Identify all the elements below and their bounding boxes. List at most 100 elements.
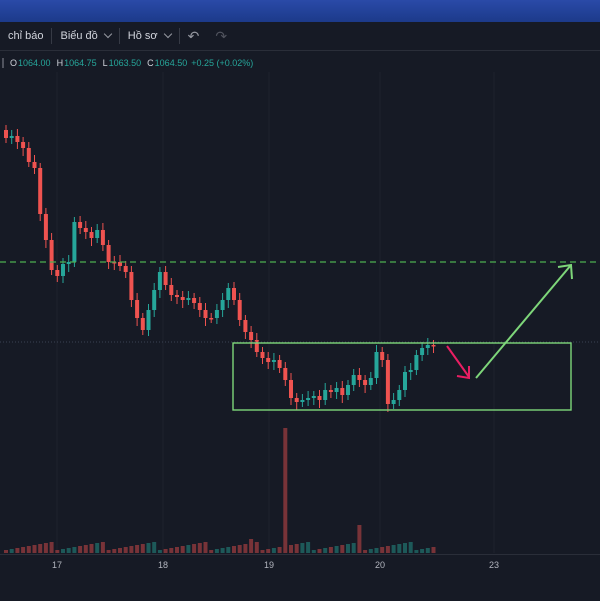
volume-bar (123, 547, 128, 553)
candle-body (135, 300, 140, 318)
volume-bar (192, 544, 197, 553)
candle-body (260, 352, 265, 358)
candle-body (226, 288, 231, 300)
low-label: L (102, 58, 108, 68)
candle-body (271, 360, 276, 362)
volume-bar (385, 546, 390, 553)
volume-bar (163, 549, 168, 553)
candle-body (72, 222, 77, 262)
time-tick-label: 18 (157, 560, 169, 570)
down-arrow[interactable] (446, 345, 470, 380)
candle-body (55, 270, 60, 276)
volume-bar (368, 549, 373, 553)
candle-body (152, 290, 157, 310)
time-axis[interactable]: 17 18 19 20 23 (0, 554, 600, 601)
volume-bar (243, 544, 248, 553)
candle-body (186, 298, 191, 300)
candle-body (100, 230, 105, 245)
candle-body (26, 148, 31, 162)
close-label: C (147, 58, 154, 68)
volume-bar (38, 544, 43, 553)
candle-body (403, 372, 407, 390)
volume-bar (334, 546, 339, 553)
candle-body (249, 332, 254, 340)
candle-body (254, 340, 259, 352)
high-label: H (56, 58, 64, 68)
legend-marker (2, 58, 4, 68)
candle-body (431, 345, 436, 347)
candle-body (192, 298, 197, 303)
volume-bar (260, 550, 265, 553)
volume-bar (43, 543, 48, 553)
indicators-button[interactable]: chỉ báo (0, 22, 51, 50)
candle-body (66, 262, 71, 264)
volume-bar (118, 548, 122, 553)
candle-body (106, 245, 111, 262)
candle-body (351, 375, 356, 385)
time-tick-label: 20 (374, 560, 386, 570)
change-value: +0.25 (+0.02%) (191, 58, 254, 68)
volume-bar (89, 544, 94, 553)
volume-bar (209, 550, 214, 553)
candle-body (146, 310, 151, 330)
chart-type-button[interactable]: Biểu đồ (52, 22, 118, 50)
candle-body (237, 300, 242, 320)
volume-bar (32, 545, 37, 553)
candle-body (408, 370, 413, 372)
volume-bar (271, 548, 276, 553)
volume-bar (100, 542, 105, 553)
candle-body (140, 318, 145, 330)
candle-body (129, 272, 134, 300)
candle-body (328, 390, 333, 392)
candle-body (15, 136, 20, 142)
candle-body (294, 398, 299, 402)
candle-body (391, 400, 396, 404)
volume-bar (289, 545, 293, 553)
candle-body (175, 295, 179, 297)
volume-bar (391, 545, 396, 553)
candle-body (32, 162, 37, 168)
volume-bar (306, 542, 311, 553)
volume-bar (140, 544, 145, 553)
volume-bar (9, 549, 14, 553)
volume-bar (66, 548, 71, 553)
candle-body (420, 348, 425, 355)
indicators-label: chỉ báo (8, 30, 44, 42)
candle-body (397, 390, 402, 400)
volume-bar (237, 545, 242, 553)
volume-bar (294, 544, 299, 553)
time-tick-label: 23 (488, 560, 500, 570)
profile-button[interactable]: Hồ sơ (120, 22, 179, 50)
volume-bar (175, 547, 179, 553)
volume-bar (95, 543, 100, 553)
candle-body (357, 375, 362, 380)
candle-body (266, 358, 271, 362)
candle-body (9, 136, 14, 138)
candle-body (306, 398, 311, 400)
volume-bar (277, 547, 282, 553)
chart-type-label: Biểu đồ (60, 30, 98, 42)
candle-body (385, 360, 390, 404)
volume-bar (340, 545, 345, 553)
ohlc-legend: O 1064.00 H 1064.75 L 1063.50 C 1064.50 +0.2… (0, 56, 253, 70)
candle-body (300, 400, 305, 402)
volume-bar (408, 542, 413, 553)
candle-body (118, 262, 122, 266)
candle-body (414, 355, 419, 370)
candle-body (123, 266, 128, 272)
volume-bar (129, 546, 134, 553)
undo-icon[interactable]: ↶ (187, 27, 200, 44)
candle-body (163, 272, 168, 285)
volume-bar (112, 549, 117, 553)
volume-bar (300, 543, 305, 553)
redo-icon[interactable]: ↷ (215, 27, 228, 44)
candle-body (368, 378, 373, 385)
candle-body (340, 388, 345, 395)
consolidation-box[interactable] (232, 342, 572, 411)
candle-body (346, 385, 350, 395)
up-arrow[interactable] (475, 263, 573, 379)
candle-body (289, 380, 293, 398)
candle-body (89, 232, 94, 238)
profile-label: Hồ sơ (127, 30, 158, 42)
